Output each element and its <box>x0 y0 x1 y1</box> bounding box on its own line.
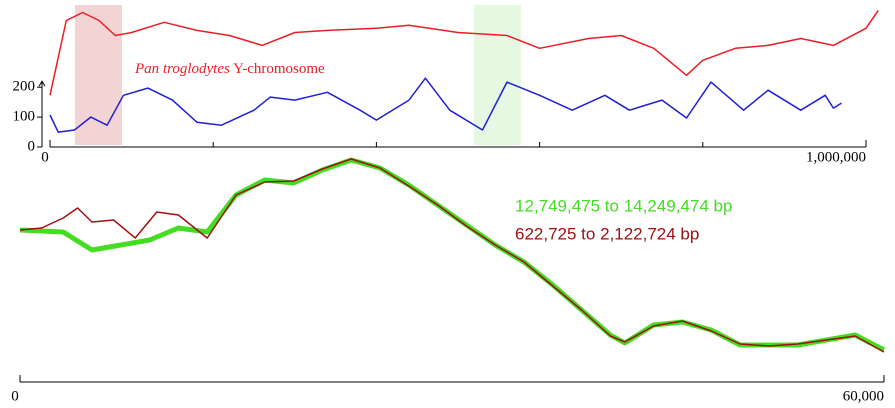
y-tick-label: 100 <box>13 109 36 125</box>
annotation-rest: Y-chromosome <box>233 61 325 77</box>
data-line <box>49 77 842 133</box>
annotation-italic: Pan troglodytes <box>134 61 230 77</box>
y-tick-label: 200 <box>13 79 36 95</box>
y-tick-label: 0 <box>28 138 36 154</box>
data-line <box>19 158 885 353</box>
x-tick-label: 60,000 <box>843 388 884 404</box>
data-line <box>49 9 879 96</box>
annotation: Pan troglodytes Y-chromosome <box>134 61 325 77</box>
y-axis-arrow <box>38 80 46 87</box>
legend-label: 622,725 to 2,122,724 bp <box>515 224 699 243</box>
highlight <box>473 5 521 145</box>
legend-label: 12,749,475 to 14,249,474 bp <box>515 196 732 215</box>
data-line <box>19 157 886 353</box>
x-tick-label: 0 <box>11 388 19 404</box>
x-tick-label: 1,000,000 <box>806 149 866 165</box>
x-tick-label: 0 <box>41 149 49 165</box>
